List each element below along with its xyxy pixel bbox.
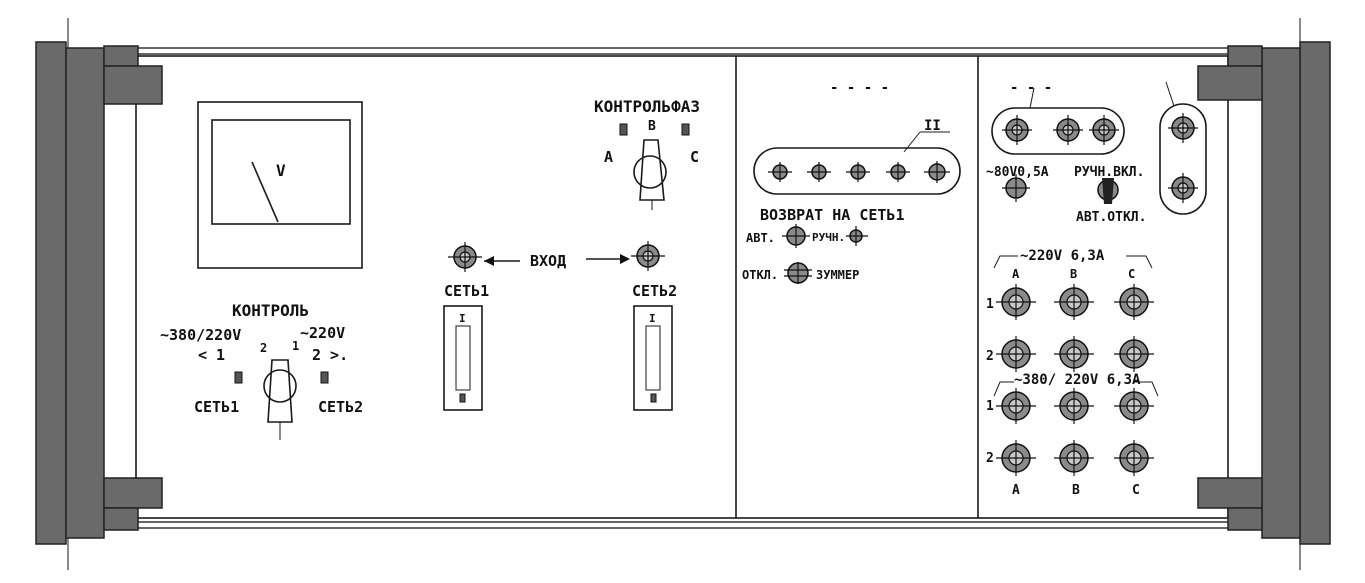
- network1-indicator-lamp: [234, 371, 243, 384]
- control-pos-1: 1: [292, 339, 299, 353]
- return-button-group[interactable]: [768, 161, 950, 183]
- outlet-220-row1-phase-c[interactable]: [1114, 284, 1154, 320]
- right-top-marks: - - -: [1010, 80, 1052, 96]
- bus-220-phase-b: В: [1070, 267, 1077, 281]
- right-section: - - - ~80V0,5А РУЧН.ВКЛ. АВТ.ОТКЛ. ~220V…: [986, 80, 1207, 498]
- network2-indicator-lamp: [320, 371, 329, 384]
- bus-380-row-1: 1: [986, 399, 994, 414]
- control-bracket-right: 2 >.: [312, 346, 348, 364]
- outlet-380-row2-phase-b[interactable]: [1054, 440, 1094, 476]
- bus-220-row-1: 1: [986, 297, 994, 312]
- input-section: ВХОД СЕТЬ1 СЕТЬ2 I I: [443, 241, 677, 411]
- phase-selector-switch[interactable]: [633, 139, 667, 210]
- control-right-voltage: ~220V: [300, 324, 345, 342]
- outlet-grid: [996, 284, 1154, 476]
- return-button-1: [768, 162, 792, 182]
- outlet-380-row1-phase-a[interactable]: [996, 388, 1036, 424]
- outlet-220-row1-phase-b[interactable]: [1054, 284, 1094, 320]
- outlet-380-row1-phase-b[interactable]: [1054, 388, 1094, 424]
- return-button-5: [924, 161, 950, 183]
- fuse1-mark: I: [459, 312, 466, 325]
- outlet-220-row1-phase-a[interactable]: [996, 284, 1036, 320]
- bus-380-phase-a: А: [1012, 483, 1020, 498]
- low-voltage-jack-1[interactable]: [1002, 115, 1032, 145]
- buzzer-label: ЗУММЕР: [816, 268, 859, 282]
- input-network2-label: СЕТЬ2: [632, 282, 677, 300]
- right-handle: [1197, 18, 1331, 570]
- control-selector-switch[interactable]: [263, 359, 297, 440]
- fuse2-mark: I: [649, 312, 656, 325]
- control-left-voltage: ~380/220V: [160, 326, 241, 344]
- bus-380-row-2: 2: [986, 451, 994, 466]
- manual-on-label: РУЧН.ВКЛ.: [1074, 165, 1144, 180]
- control-pos-2: 2: [260, 341, 267, 355]
- phase-c-label: С: [690, 148, 699, 166]
- outlet-220-row2-phase-b[interactable]: [1054, 336, 1094, 372]
- network2-fuse-holder[interactable]: I: [633, 305, 673, 411]
- manual-label: РУЧН.: [812, 231, 845, 244]
- phase-c-lamp: [681, 123, 690, 136]
- bus-380-phase-b: В: [1072, 483, 1080, 498]
- network1-fuse-holder[interactable]: I: [443, 305, 483, 411]
- bus-220-phase-c: С: [1128, 267, 1135, 281]
- manual-on-switch[interactable]: [1097, 178, 1119, 204]
- left-handle: [35, 18, 163, 570]
- group-label: II: [924, 118, 941, 134]
- return-button-3: [846, 162, 870, 182]
- bus-220-phase-a: А: [1012, 267, 1020, 281]
- control-bracket-left: < 1: [198, 346, 225, 364]
- voltmeter: V: [197, 101, 363, 269]
- phase-control-section: КОНТРОЛЬФАЗ В А С: [594, 97, 700, 210]
- control-section: КОНТРОЛЬ ~380/220V ~220V 2 1 < 1 2 >. СЕ…: [160, 301, 363, 440]
- low-voltage-button[interactable]: [1002, 174, 1030, 202]
- middle-top-marks: - - - -: [830, 80, 889, 96]
- outlet-220-row2-phase-c[interactable]: [1114, 336, 1154, 372]
- network2-input-jack[interactable]: [631, 241, 665, 271]
- low-voltage-label: ~80V0,5А: [986, 165, 1049, 180]
- return-button-4: [886, 162, 910, 182]
- side-jacks-frame: [1159, 103, 1207, 215]
- phase-a-lamp: [619, 123, 628, 136]
- phase-control-title: КОНТРОЛЬФАЗ: [594, 97, 700, 116]
- control-left-network: СЕТЬ1: [194, 398, 239, 416]
- outlet-220-row2-phase-a[interactable]: [996, 336, 1036, 372]
- network1-input-jack[interactable]: [448, 242, 482, 272]
- meter-unit: V: [276, 161, 286, 180]
- auto-label: АВТ.: [746, 231, 775, 245]
- phase-b-label: В: [648, 119, 656, 134]
- bus-380-phase-c: С: [1132, 483, 1140, 498]
- input-network1-label: СЕТЬ1: [444, 282, 489, 300]
- manual-mode-switch[interactable]: [846, 226, 868, 246]
- outlet-380-row2-phase-c[interactable]: [1114, 440, 1154, 476]
- control-right-network: СЕТЬ2: [318, 398, 363, 416]
- middle-section: - - - - II ВОЗВРАТ НА СЕТЬ1 АВТ. РУЧН. О…: [742, 80, 961, 284]
- outlet-380-row2-phase-a[interactable]: [996, 440, 1036, 476]
- off-label: ОТКЛ.: [742, 268, 778, 282]
- bus-220-label: ~220V 6,3А: [1020, 248, 1105, 264]
- side-jack-top[interactable]: [1168, 113, 1198, 143]
- bus-380-label: ~380/ 220V 6,3А: [1014, 372, 1141, 388]
- low-voltage-jack-3[interactable]: [1089, 115, 1119, 145]
- low-voltage-jacks-frame: [991, 107, 1125, 155]
- auto-off-label: АВТ.ОТКЛ.: [1076, 210, 1146, 225]
- low-voltage-jack-2[interactable]: [1053, 115, 1083, 145]
- return-button-2: [807, 162, 831, 182]
- buzzer-switch[interactable]: [784, 262, 812, 284]
- auto-mode-switch[interactable]: [782, 224, 810, 248]
- input-label: ВХОД: [530, 252, 566, 270]
- outlet-380-row1-phase-c[interactable]: [1114, 388, 1154, 424]
- frame-rails: [110, 47, 1255, 529]
- return-label: ВОЗВРАТ НА СЕТЬ1: [760, 206, 905, 224]
- control-title: КОНТРОЛЬ: [232, 301, 309, 320]
- bus-220-row-2: 2: [986, 349, 994, 364]
- return-buttons-frame: [753, 147, 961, 195]
- side-jack-bottom[interactable]: [1168, 173, 1198, 203]
- phase-a-label: А: [604, 148, 613, 166]
